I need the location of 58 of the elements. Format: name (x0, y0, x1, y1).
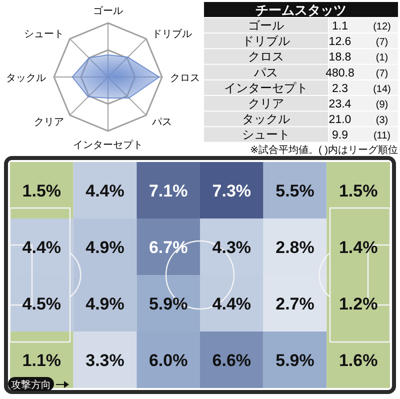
category-label: クリア (248, 96, 284, 110)
data-label: 4.4% (22, 238, 62, 257)
data-label: 5.5% (276, 181, 314, 200)
data-label: 4.4% (86, 181, 124, 200)
spoke-label: クロス (170, 73, 200, 84)
data-label: 4.3% (212, 238, 252, 257)
spoke-label: ドリブル (152, 28, 192, 40)
data-label: 1.5% (22, 181, 62, 200)
data-label: 9.9 (332, 130, 348, 142)
data-label: 1.4% (338, 238, 378, 257)
data-label: 1.6% (338, 350, 378, 370)
data-label: 23.4 (328, 98, 352, 110)
data-label: 7.1% (148, 181, 188, 200)
data-label: 4.9% (86, 238, 124, 257)
data-label: 1.2% (338, 294, 378, 314)
data-label: (7) (376, 68, 388, 80)
data-label: 4.4% (212, 294, 252, 314)
spoke-label: インターセプト (73, 139, 143, 151)
data-label: (14) (373, 84, 391, 95)
category-label: パス (253, 65, 278, 80)
text: チームスタッツ (256, 2, 346, 18)
category-label: インターセプト (224, 80, 308, 95)
data-label: 1.1% (22, 350, 62, 370)
data-label: 6.0% (148, 350, 188, 370)
data-label: 2.8% (276, 238, 314, 257)
data-label: (3) (376, 115, 388, 126)
data-label: 480.8 (326, 67, 354, 80)
data-label: 2.3 (332, 82, 348, 95)
data-label: 2.7% (276, 294, 314, 314)
spoke-label: ゴール (93, 5, 123, 17)
data-label: 5.9% (276, 350, 314, 370)
spoke-label: パス (150, 116, 172, 128)
data-label: 21.0 (328, 114, 352, 126)
annotation: 攻撃方向 (11, 379, 51, 391)
data-label: 6.6% (212, 350, 252, 370)
category-label: クロス (248, 50, 284, 64)
text: ※試合平均値。( )内はリーグ順位 (250, 144, 398, 156)
data-label: (9) (376, 100, 388, 110)
spoke-label: タックル (6, 73, 46, 84)
data-label: (11) (373, 130, 391, 142)
data-label: 12.6 (328, 36, 352, 48)
spoke-label: クリア (34, 116, 64, 128)
data-label: 18.8 (328, 52, 352, 64)
category-label: ドリブル (242, 34, 290, 48)
data-label: 3.3% (86, 350, 124, 370)
data-label: 4.9% (86, 294, 124, 314)
category-label: シュート (242, 128, 290, 142)
data-label: (7) (376, 37, 388, 48)
spoke-label: シュート (24, 29, 64, 40)
data-label: 1.5% (338, 181, 378, 200)
data-label: 1.1 (332, 20, 348, 32)
data-label: 5.9% (148, 294, 188, 314)
data-label: 4.5% (22, 294, 62, 314)
data-label: (12) (373, 22, 391, 32)
data-label: 7.3% (212, 181, 252, 200)
category-label: タックル (242, 112, 290, 126)
data-label: (1) (376, 52, 388, 64)
category-label: ゴール (248, 18, 284, 32)
